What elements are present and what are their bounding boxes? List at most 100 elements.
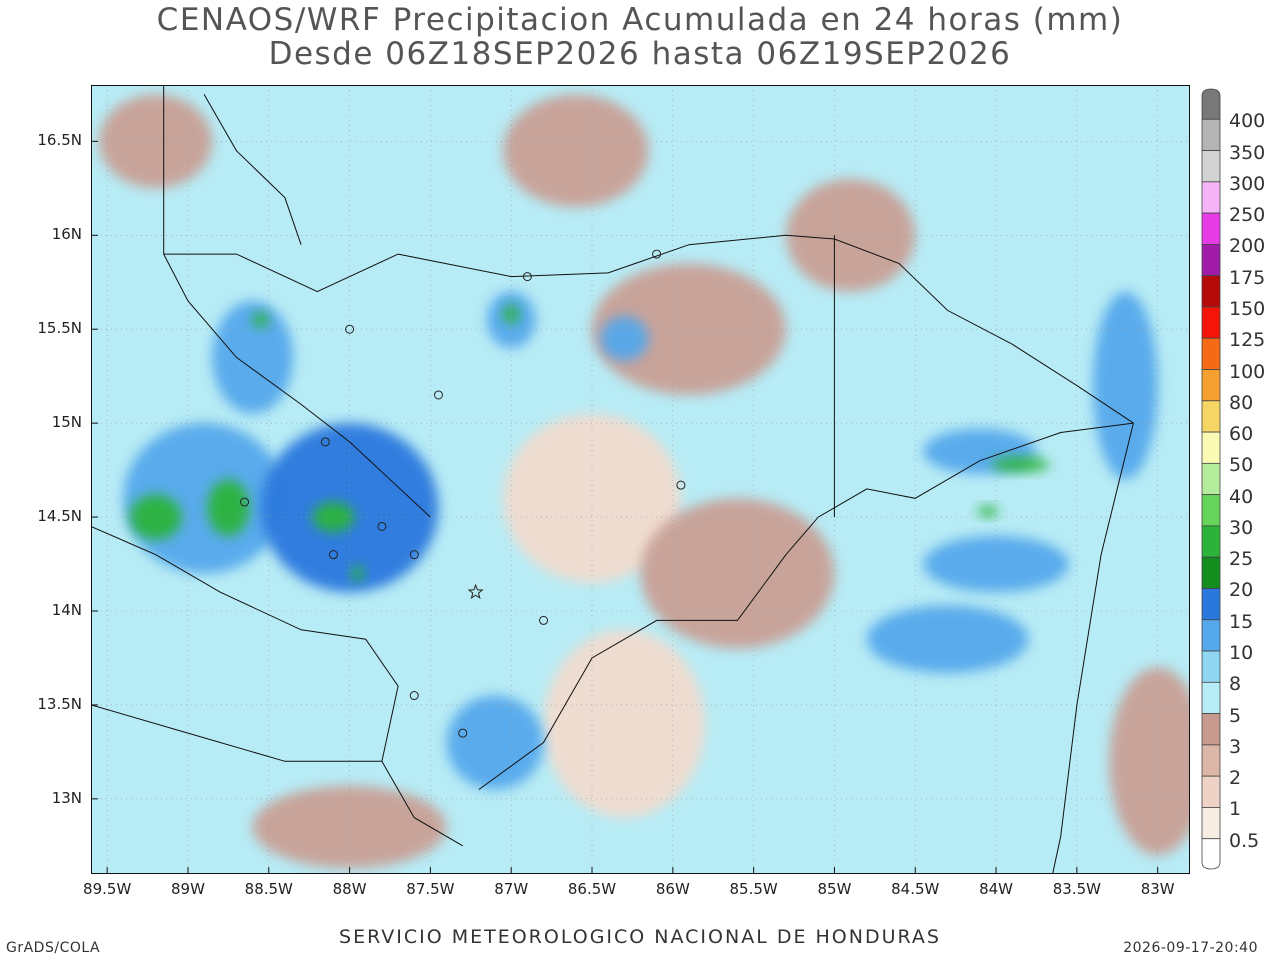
colorbar-level-label: 300: [1229, 172, 1266, 195]
colorbar: [1201, 88, 1221, 870]
city-marker: [328, 550, 338, 560]
rain-region: [312, 502, 355, 533]
colorbar-segment: [1201, 306, 1221, 339]
colorbar-level-label: 20: [1229, 579, 1254, 602]
colorbar-level-label: 200: [1229, 235, 1266, 258]
lon-tick-label: 89.5W: [83, 880, 132, 898]
city-marker: [676, 480, 686, 490]
city-marker: [345, 324, 355, 334]
lat-tick-label: 14.5N: [37, 507, 82, 526]
rain-region: [129, 494, 182, 540]
rain-region: [212, 301, 294, 414]
colorbar-segment: [1201, 807, 1221, 840]
colorbar-segment: [1201, 212, 1221, 245]
colorbar-segment: [1201, 462, 1221, 496]
lon-tick-label: 84.5W: [891, 880, 940, 898]
border-line: [91, 704, 463, 847]
lat-tick-label: 13.5N: [37, 694, 82, 713]
colorbar-segment: [1201, 525, 1221, 558]
colorbar-level-label: 175: [1229, 266, 1266, 289]
software-credit: GrADS/COLA: [6, 940, 101, 956]
institution-footer: SERVICIO METEOROLOGICO NACIONAL DE HONDU…: [339, 926, 941, 948]
border-line: [163, 234, 1134, 424]
lon-tick-label: 83W: [1140, 880, 1175, 898]
rain-region: [1093, 291, 1158, 480]
city-marker: [652, 249, 662, 259]
colorbar-segment: [1201, 243, 1221, 277]
colorbar-segment: [1201, 775, 1221, 808]
city-marker: [522, 272, 532, 282]
border-line: [478, 422, 1134, 790]
lat-tick-label: 13N: [51, 788, 82, 807]
rain-region: [991, 456, 1050, 472]
lon-tick-label: 89W: [171, 880, 205, 898]
colorbar-level-label: 8: [1229, 673, 1242, 696]
rain-region: [1109, 667, 1190, 856]
colorbar-level-label: 3: [1229, 735, 1242, 758]
precipitation-map: [91, 85, 1190, 874]
map-title: CENAOS/WRF Precipitacion Acumulada en 24…: [156, 2, 1124, 38]
colorbar-segment: [1201, 181, 1221, 214]
colorbar-level-label: 60: [1229, 423, 1254, 446]
colorbar-level-label: 30: [1229, 516, 1254, 539]
rain-region: [503, 304, 520, 324]
city-marker: [433, 390, 443, 400]
colorbar-segment: [1201, 275, 1221, 308]
rain-region: [640, 498, 835, 649]
city-marker: [409, 691, 419, 701]
colorbar-level-label: 25: [1229, 548, 1254, 571]
colorbar-segment: [1201, 431, 1221, 464]
colorbar-level-label: 350: [1229, 141, 1266, 164]
colorbar-level-label: 2: [1229, 767, 1242, 790]
colorbar-segment: [1201, 556, 1221, 589]
rain-region: [592, 263, 786, 395]
lat-tick-label: 15.5N: [37, 319, 82, 338]
map-frame: [91, 85, 1190, 874]
lon-tick-label: 85.5W: [729, 880, 778, 898]
lon-tick-label: 88W: [332, 880, 367, 898]
colorbar-segment: [1201, 400, 1221, 433]
colorbar-segment: [1201, 744, 1221, 777]
colorbar-segment: [1201, 838, 1221, 870]
rain-region: [351, 565, 365, 581]
colorbar-level-label: 50: [1229, 454, 1254, 477]
colorbar-level-label: 100: [1229, 360, 1266, 383]
lon-tick-label: 85W: [817, 880, 852, 898]
colorbar-level-label: 250: [1229, 204, 1266, 227]
colorbar-level-label: 150: [1229, 297, 1266, 320]
rain-region: [207, 479, 250, 536]
city-marker: [539, 615, 549, 625]
colorbar-level-label: 40: [1229, 485, 1254, 508]
colorbar-segment: [1201, 650, 1221, 683]
rain-region: [252, 785, 447, 869]
colorbar-level-label: 0.5: [1229, 829, 1260, 852]
rain-region: [543, 629, 706, 818]
border-line: [1052, 422, 1134, 874]
colorbar-segment: [1201, 713, 1221, 746]
rain-region: [446, 695, 544, 790]
rain-region: [978, 505, 998, 518]
lon-tick-label: 86W: [655, 880, 690, 898]
lon-tick-label: 83.5W: [1052, 880, 1101, 898]
lon-tick-label: 86.5W: [567, 880, 617, 898]
border-line: [163, 253, 431, 518]
city-marker: [240, 497, 250, 507]
colorbar-segment: [1201, 118, 1221, 151]
colorbar-level-label: 400: [1229, 110, 1266, 133]
lon-tick-label: 88.5W: [244, 880, 293, 898]
colorbar-level-label: 1: [1229, 798, 1242, 821]
border-line: [203, 94, 302, 245]
rain-region: [923, 535, 1069, 593]
lon-tick-label: 84W: [979, 880, 1014, 898]
rain-region: [503, 94, 649, 208]
city-marker: [409, 550, 419, 560]
colorbar-segment: [1201, 369, 1221, 402]
rain-region: [866, 605, 1029, 673]
rain-region: [252, 312, 269, 328]
city-marker: [320, 437, 330, 447]
lat-tick-label: 14N: [51, 601, 82, 619]
colorbar-segment: [1201, 588, 1221, 621]
colorbar-segment: [1201, 337, 1221, 370]
capital-star-marker: [467, 583, 484, 600]
city-marker: [458, 728, 468, 738]
